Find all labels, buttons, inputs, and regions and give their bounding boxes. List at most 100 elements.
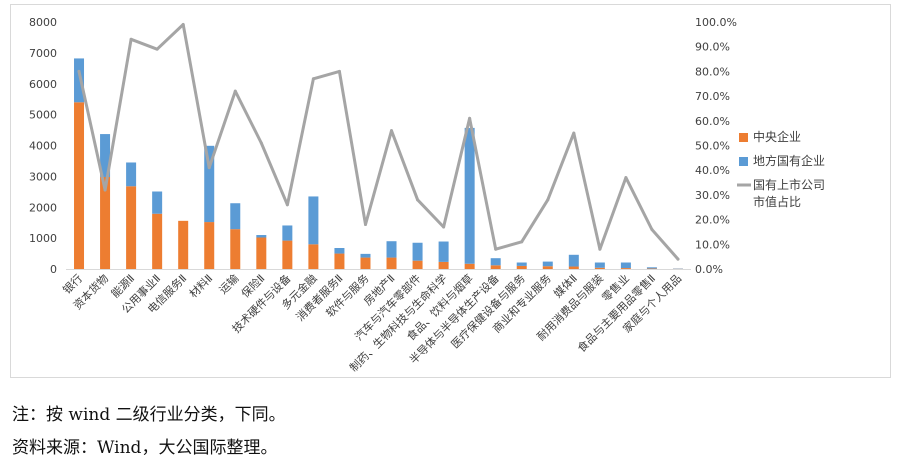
bar-central <box>490 265 501 269</box>
ratio-line-point <box>207 166 211 170</box>
ratio-line-point <box>598 247 602 251</box>
bar-central <box>568 266 579 269</box>
bar-central <box>386 257 397 269</box>
bar-central <box>256 237 267 269</box>
bar-central <box>100 176 111 269</box>
category-label: 运输 <box>216 271 241 296</box>
bar-local <box>256 235 267 238</box>
right-axis-tick-label: 40.0% <box>695 164 730 177</box>
ratio-line-point <box>546 198 550 202</box>
legend-swatch-local <box>739 157 748 166</box>
bar-local <box>100 134 111 177</box>
ratio-line-point <box>520 240 524 244</box>
bar-local <box>490 258 501 266</box>
ratio-line <box>77 23 680 261</box>
bar-local <box>438 241 449 262</box>
ratio-line-point <box>103 188 107 192</box>
left-axis-tick-label: 6000 <box>29 78 57 91</box>
bar-central <box>230 229 241 269</box>
ratio-line-point <box>468 116 472 120</box>
left-axis-tick-label: 3000 <box>29 170 57 183</box>
ratio-line-point <box>285 203 289 207</box>
bar-local <box>230 203 241 230</box>
bar-central <box>516 265 527 269</box>
bar-central <box>334 253 345 269</box>
left-axis-tick-label: 5000 <box>29 109 57 122</box>
right-axis-tick-label: 30.0% <box>695 189 730 202</box>
legend-label-ratio-line2: 市值占比 <box>753 194 801 209</box>
right-axis-tick-label: 80.0% <box>695 65 730 78</box>
ratio-line-point <box>181 22 185 26</box>
bar-central <box>360 257 371 269</box>
ratio-line-point <box>442 225 446 229</box>
bar-local <box>126 162 137 187</box>
ratio-line-point <box>650 227 654 231</box>
bar-local <box>334 248 345 254</box>
left-axis-tick-label: 7000 <box>29 47 57 60</box>
ratio-line-point <box>155 47 159 51</box>
bar-local <box>308 196 319 245</box>
ratio-line-point <box>259 141 263 145</box>
left-axis-tick-label: 8000 <box>29 16 57 29</box>
left-axis-tick-label: 1000 <box>29 232 57 245</box>
bar-local <box>204 145 215 223</box>
left-axis-tick-label: 2000 <box>29 201 57 214</box>
left-axis-tick-label: 4000 <box>29 140 57 153</box>
right-axis-tick-label: 20.0% <box>695 214 730 227</box>
legend-label-local: 地方国有企业 <box>753 153 825 168</box>
bar-local <box>386 241 397 258</box>
right-axis-tick-label: 100.0% <box>695 16 737 29</box>
bar-central <box>126 186 137 269</box>
bar-local <box>412 242 423 261</box>
bar-local <box>594 262 605 268</box>
bar-local <box>542 261 553 267</box>
right-axis-tick-label: 90.0% <box>695 41 730 54</box>
bar-local <box>516 262 527 266</box>
bar-central <box>204 222 215 269</box>
legend-label-ratio-line1: 国有上市公司 <box>753 177 825 192</box>
legend-label-central: 中央企业 <box>753 129 801 144</box>
legend-swatch-central <box>739 133 748 142</box>
bar-central <box>178 220 189 269</box>
ratio-line-point <box>77 69 81 73</box>
chart-frame: 0 1000 2000 3000 4000 5000 6000 7000 8000 0.0% 10… <box>10 4 891 378</box>
ratio-line-point <box>494 247 498 251</box>
ratio-line-point <box>337 69 341 73</box>
bar-local <box>568 254 579 267</box>
bar-central <box>620 268 631 269</box>
ratio-line-point <box>624 176 628 180</box>
bar-local <box>282 225 293 241</box>
bar-central <box>464 263 475 269</box>
ratio-line-point <box>416 198 420 202</box>
bar-central <box>438 261 449 269</box>
ratio-line-point <box>233 89 237 93</box>
bar-central <box>594 267 605 269</box>
ratio-line-point <box>129 37 133 41</box>
ratio-line-point <box>572 131 576 135</box>
bar-local <box>360 253 371 258</box>
ratio-line-point <box>390 129 394 133</box>
bar-central <box>152 213 163 269</box>
bar-central <box>542 266 553 269</box>
bar-local <box>152 191 163 214</box>
bar-central <box>74 102 85 270</box>
bar-central <box>308 244 319 269</box>
note-text: 注：按 wind 二级行业分类，下同。 <box>12 405 286 425</box>
ratio-line-point <box>311 77 315 81</box>
right-axis-tick-label: 70.0% <box>695 90 730 103</box>
left-axis-tick-label: 0 <box>50 263 57 276</box>
right-axis-tick-label: 60.0% <box>695 115 730 128</box>
right-axis-tick-label: 50.0% <box>695 140 730 153</box>
bar-local <box>620 262 631 269</box>
source-text: 资料来源：Wind，大公国际整理。 <box>12 438 278 458</box>
chart-svg: 0 1000 2000 3000 4000 5000 6000 7000 8000 0.0% 10… <box>29 16 825 374</box>
right-axis-tick-label: 10.0% <box>695 238 730 251</box>
bar-local <box>74 58 85 103</box>
bar-central <box>412 260 423 269</box>
right-axis-tick-label: 0.0% <box>695 263 723 276</box>
ratio-line-point <box>363 223 367 227</box>
bar-central <box>282 240 293 269</box>
category-label: 材料Ⅱ <box>186 271 215 300</box>
ratio-line-point <box>676 257 680 261</box>
bar-local <box>646 267 657 269</box>
